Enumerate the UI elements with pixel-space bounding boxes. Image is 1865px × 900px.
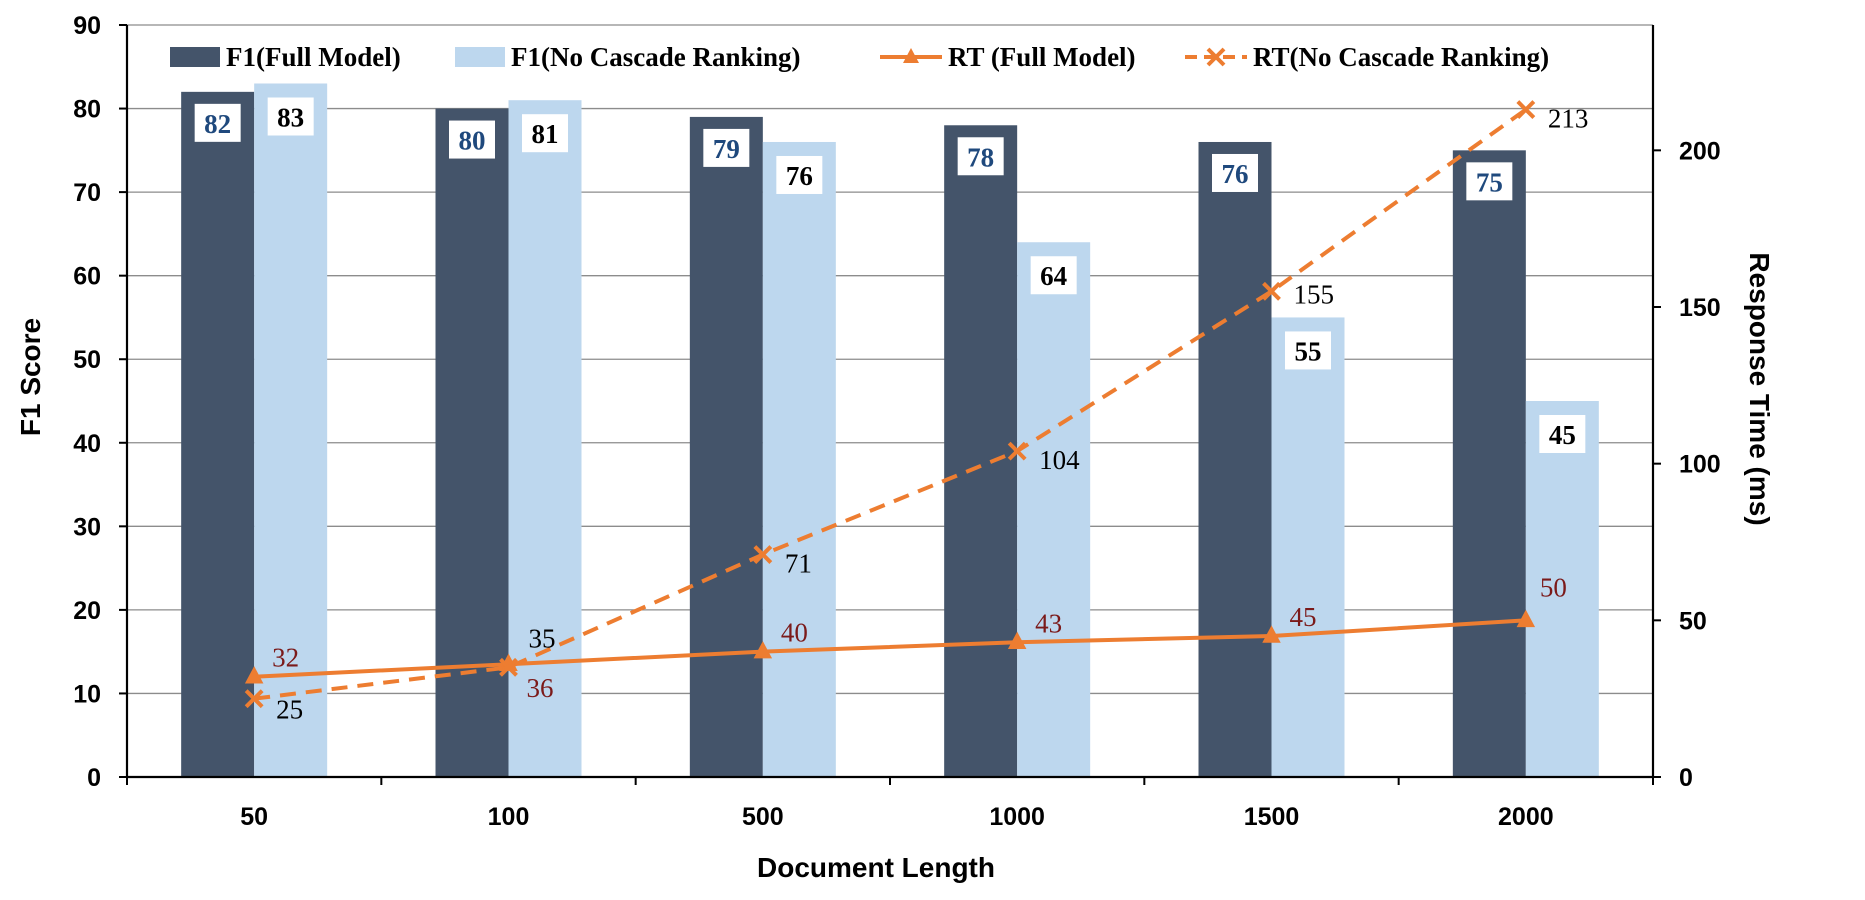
legend-marker [1206, 47, 1226, 67]
axes: 0 10 20 30 40 50 60 70 80 90 0 50 100 150 200 50 100 500 1… [73, 12, 1721, 831]
y-tick-label: 90 [73, 12, 101, 40]
x-tick-label: 1500 [1244, 803, 1300, 831]
line-value-label: 71 [785, 549, 812, 579]
y-tick-label: 0 [87, 764, 101, 792]
x-tick-label: 500 [742, 803, 784, 831]
bar-label-box [449, 120, 495, 159]
y-tick-label: 40 [73, 430, 101, 458]
x-marker [244, 689, 264, 709]
line-value-label: 40 [781, 618, 808, 648]
bar-value-label: 80 [459, 126, 486, 156]
bar-value-label: 55 [1295, 336, 1322, 366]
legend: F1(Full Model) F1(No Cascade Ranking) RT (… [170, 42, 1549, 72]
y-axis-title: F1 Score [15, 318, 46, 436]
x-axis-title: Document Length [757, 852, 995, 883]
x-marker [753, 545, 773, 564]
x-marker [1007, 441, 1027, 461]
line-value-label: 43 [1035, 608, 1062, 638]
bar-label-box [776, 155, 823, 194]
legend-label: F1(Full Model) [226, 42, 401, 72]
bar-label-box [1539, 415, 1586, 453]
bar-label-box [1466, 162, 1513, 201]
y-tick-label: 30 [73, 513, 101, 541]
x-marker [1516, 100, 1536, 120]
series-line [253, 107, 1527, 701]
y2-tick-label: 150 [1679, 294, 1721, 322]
bar [1198, 141, 1272, 777]
line-value-label: 50 [1540, 572, 1567, 602]
legend-swatch [170, 47, 220, 67]
y2-tick-label: 50 [1679, 607, 1707, 635]
lines [244, 100, 1536, 709]
line-value-label: 35 [529, 623, 556, 653]
y-tick-label: 10 [73, 680, 101, 708]
bar [1271, 317, 1345, 777]
gridlines [127, 24, 1653, 695]
bar-label-box [703, 128, 750, 167]
y-tick-label: 70 [73, 179, 101, 207]
bar [944, 125, 1018, 778]
bar-value-label: 79 [713, 134, 740, 164]
line-value-label: 45 [1290, 602, 1317, 632]
legend-marker [903, 48, 919, 63]
triangle-marker [1516, 609, 1536, 628]
x-marker [1262, 281, 1281, 301]
bar-value-label: 78 [967, 142, 994, 172]
bar-value-label: 83 [277, 102, 304, 132]
bar-label-box [1285, 331, 1331, 370]
y2-tick-label: 200 [1679, 137, 1721, 165]
y-tick-label: 60 [73, 263, 101, 291]
bar [1452, 150, 1526, 778]
line-value-label: 32 [272, 643, 299, 673]
bar-value-label: 82 [204, 109, 231, 139]
bar [1525, 401, 1599, 777]
bar-value-label: 75 [1476, 167, 1503, 197]
x-tick-label: 1000 [989, 803, 1045, 831]
triangle-marker [1262, 625, 1281, 643]
x-marker [499, 657, 518, 677]
legend-swatch [455, 47, 505, 67]
bar-label-box [194, 103, 241, 142]
legend-label: F1(No Cascade Ranking) [511, 42, 801, 72]
y-tick-label: 50 [73, 346, 101, 374]
y2-axis-title: Response Time (ms) [1744, 252, 1775, 525]
x-tick-label: 50 [240, 803, 268, 831]
y2-tick-label: 100 [1679, 451, 1721, 479]
bar-value-label: 45 [1549, 420, 1576, 450]
bar-value-label: 76 [1222, 159, 1249, 189]
bar-label-box [1212, 153, 1258, 192]
bar [254, 83, 328, 777]
y2-tick-label: 0 [1679, 764, 1693, 792]
y-tick-label: 80 [73, 96, 101, 124]
bars [181, 83, 1599, 778]
legend-label: RT (Full Model) [948, 42, 1136, 72]
y-tick-label: 20 [73, 597, 101, 625]
triangle-marker [753, 641, 773, 659]
bar [689, 116, 763, 777]
bar-value-label: 64 [1040, 261, 1067, 291]
series-line [254, 618, 1526, 679]
x-tick-label: 2000 [1498, 803, 1554, 831]
bar-value-label: 76 [786, 161, 813, 191]
line-value-label: 36 [527, 673, 554, 703]
bar-label-box [957, 137, 1004, 176]
line-value-label: 213 [1548, 104, 1589, 134]
triangle-marker [1007, 631, 1027, 650]
x-tick-label: 100 [488, 803, 530, 831]
line-value-label: 25 [276, 695, 303, 725]
bar-label-box [267, 97, 314, 136]
bar-label-box [522, 114, 568, 153]
line-value-label: 155 [1294, 279, 1335, 309]
bar [1017, 242, 1091, 777]
line-value-label: 104 [1039, 445, 1080, 475]
bar-label-box [1030, 256, 1077, 295]
data-labels: 82 80 79 78 76 75 83 81 76 64 55 45 32 36 40 43 45 50 25 35… [194, 97, 1589, 725]
bar-value-label: 81 [532, 119, 559, 149]
bar [762, 141, 836, 777]
bar [181, 91, 255, 778]
legend-label: RT(No Cascade Ranking) [1253, 42, 1549, 72]
triangle-marker [244, 666, 264, 684]
